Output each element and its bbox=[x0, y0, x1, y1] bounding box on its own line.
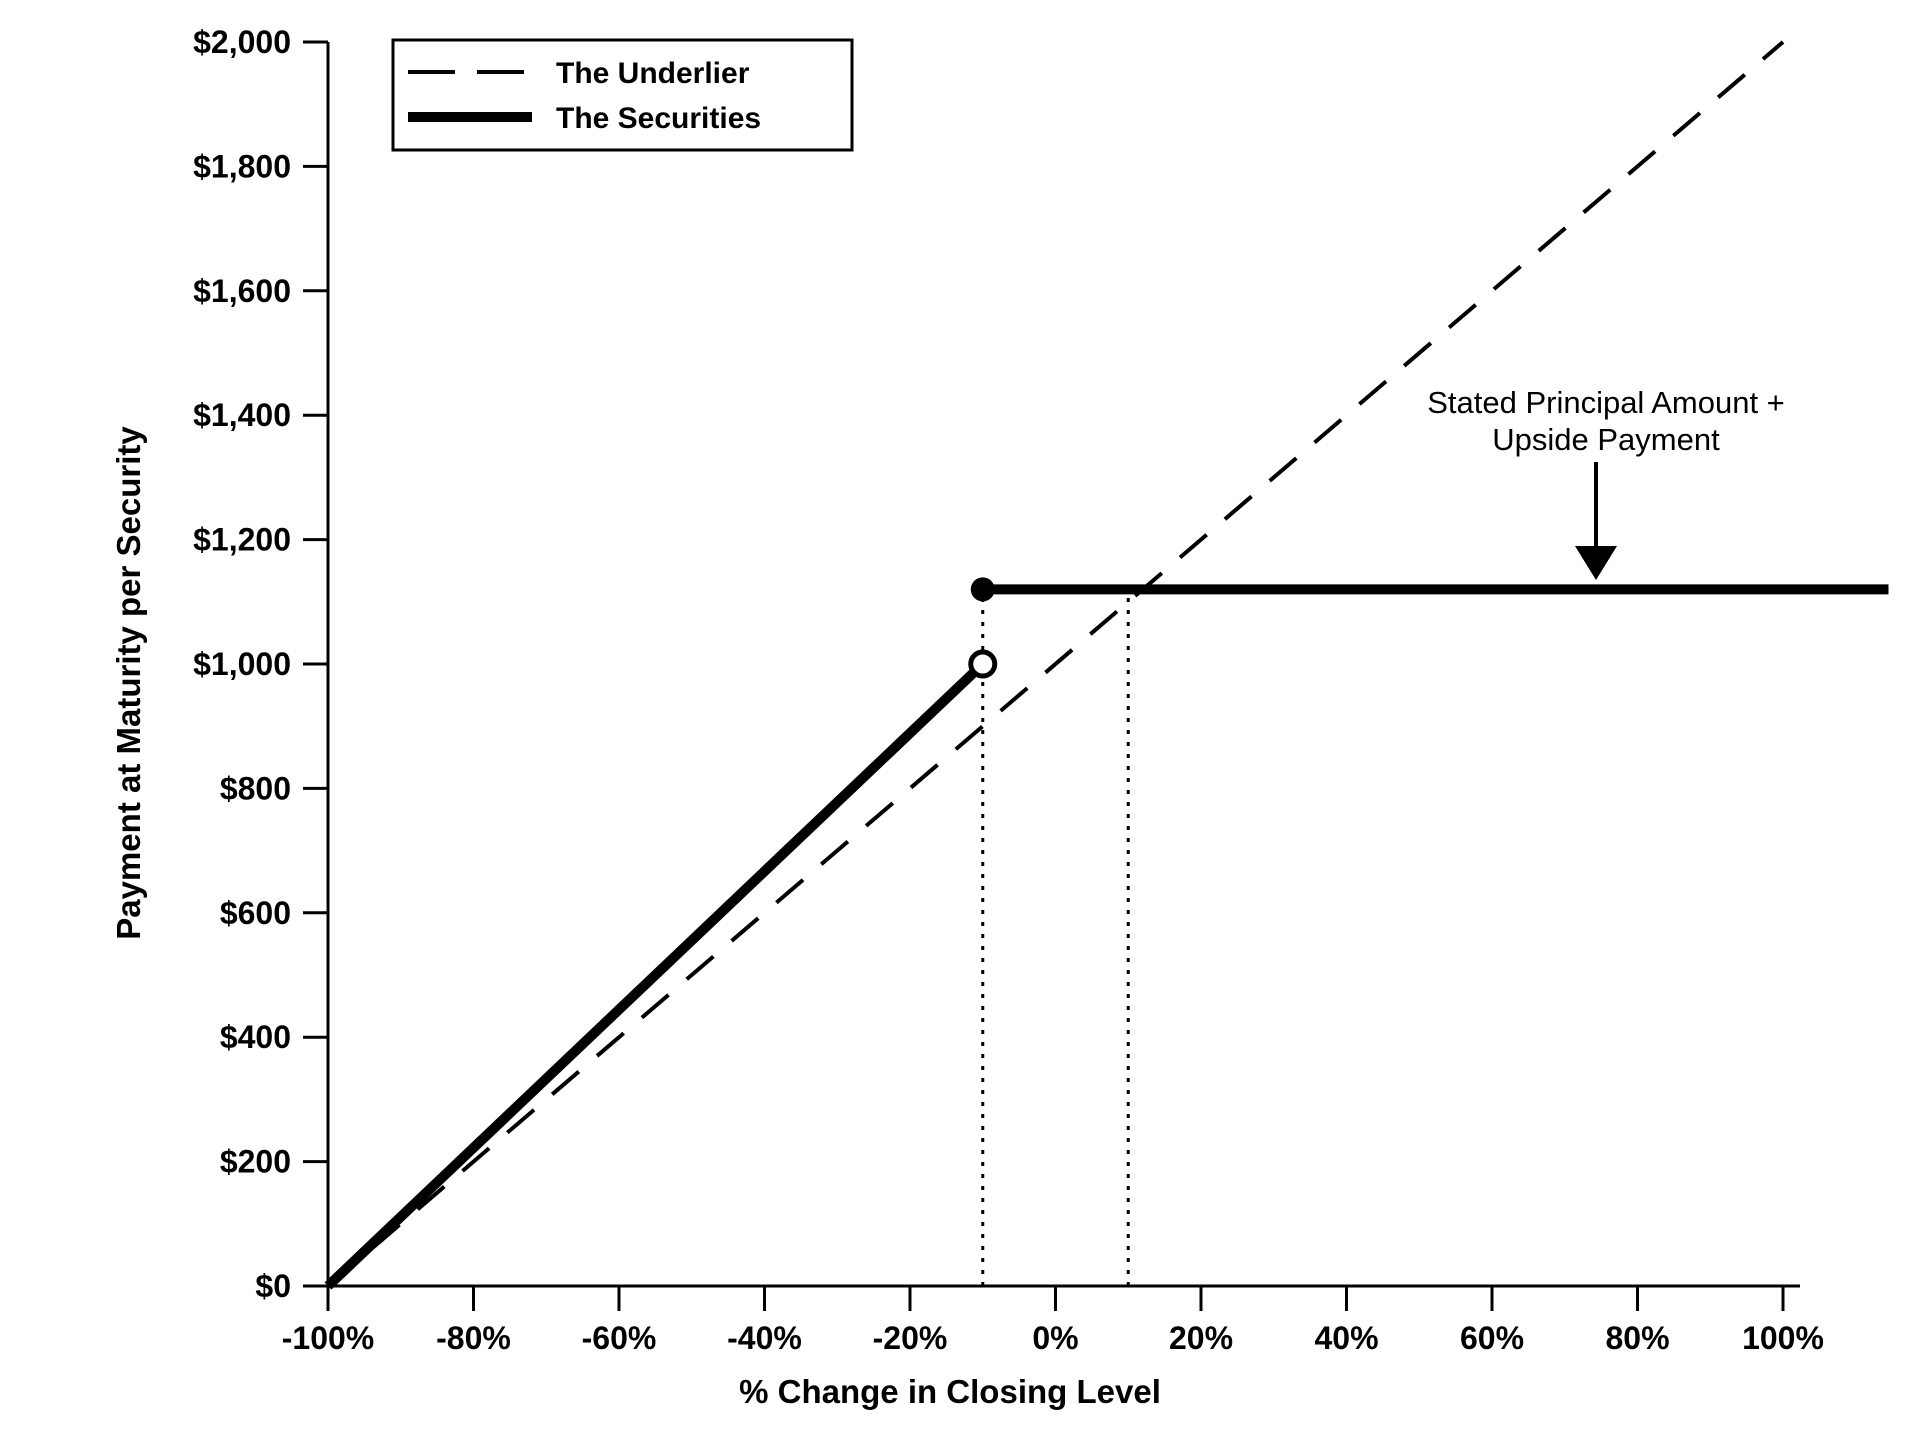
y-axis-title: Payment at Maturity per Security bbox=[110, 426, 147, 940]
underlier-dashed-line bbox=[326, 40, 1785, 1288]
legend-label: The Underlier bbox=[556, 57, 750, 90]
x-tick-label: -60% bbox=[582, 1320, 657, 1356]
x-axis-title: % Change in Closing Level bbox=[739, 1373, 1161, 1410]
y-tick-label: $0 bbox=[255, 1268, 291, 1304]
legend: The Underlier The Securities bbox=[391, 38, 854, 152]
annotation-arrow-head bbox=[1575, 546, 1617, 580]
x-tick-label: 40% bbox=[1314, 1320, 1378, 1356]
legend-label: The Securities bbox=[556, 102, 761, 135]
y-tick-label: $200 bbox=[220, 1144, 291, 1180]
open-circle-marker bbox=[968, 649, 998, 679]
y-tick-label: $2,000 bbox=[193, 24, 291, 60]
x-tick-label: -80% bbox=[436, 1320, 511, 1356]
annotation: Stated Principal Amount +Upside Payment bbox=[1427, 385, 1785, 580]
x-tick-label: -100% bbox=[282, 1320, 375, 1356]
x-tick-label: 60% bbox=[1460, 1320, 1524, 1356]
securities-downside-line bbox=[324, 660, 987, 1290]
x-tick-label: 0% bbox=[1032, 1320, 1078, 1356]
x-tick-label: -40% bbox=[727, 1320, 802, 1356]
legend-box bbox=[391, 38, 854, 152]
y-tick-label: $1,200 bbox=[193, 522, 291, 558]
y-tick-label: $1,400 bbox=[193, 397, 291, 433]
y-tick-label: $1,000 bbox=[193, 646, 291, 682]
x-tick-label: -20% bbox=[873, 1320, 948, 1356]
filled-circle-marker bbox=[970, 577, 995, 602]
annotation-line1: Stated Principal Amount + bbox=[1427, 385, 1785, 420]
x-tick-label: 100% bbox=[1742, 1320, 1824, 1356]
y-tick-label: $1,800 bbox=[193, 148, 291, 184]
y-tick-label: $1,600 bbox=[193, 273, 291, 309]
annotation-line2: Upside Payment bbox=[1492, 422, 1720, 457]
y-tick-label: $600 bbox=[220, 895, 291, 931]
x-tick-label: 20% bbox=[1169, 1320, 1233, 1356]
x-tick-label: 80% bbox=[1605, 1320, 1669, 1356]
y-tick-label: $400 bbox=[220, 1019, 291, 1055]
y-tick-label: $800 bbox=[220, 770, 291, 806]
